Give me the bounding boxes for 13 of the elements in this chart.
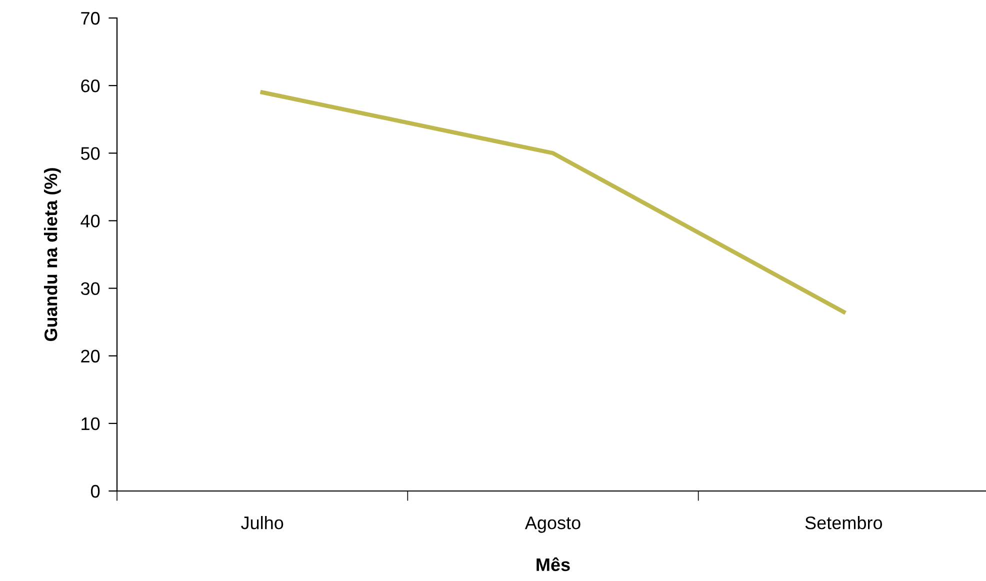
y-tick-label: 40	[80, 214, 100, 228]
y-tick-label: 70	[81, 12, 100, 25]
y-tick-label: 0	[91, 484, 100, 498]
y-tick-label: 30	[80, 282, 100, 296]
x-tick-label: Julho	[241, 516, 284, 530]
y-tick-label: 20	[81, 350, 100, 363]
x-tick-label: Setembro	[805, 516, 882, 530]
x-axis-title: Mês	[536, 557, 570, 572]
y-axis-title: Guandu na dieta (%)	[44, 168, 61, 342]
y-tick-label: 10	[82, 417, 100, 430]
y-tick-label: 60	[81, 80, 100, 92]
x-tick-label: Agosto	[524, 516, 580, 533]
y-tick-label: 50	[80, 147, 100, 160]
